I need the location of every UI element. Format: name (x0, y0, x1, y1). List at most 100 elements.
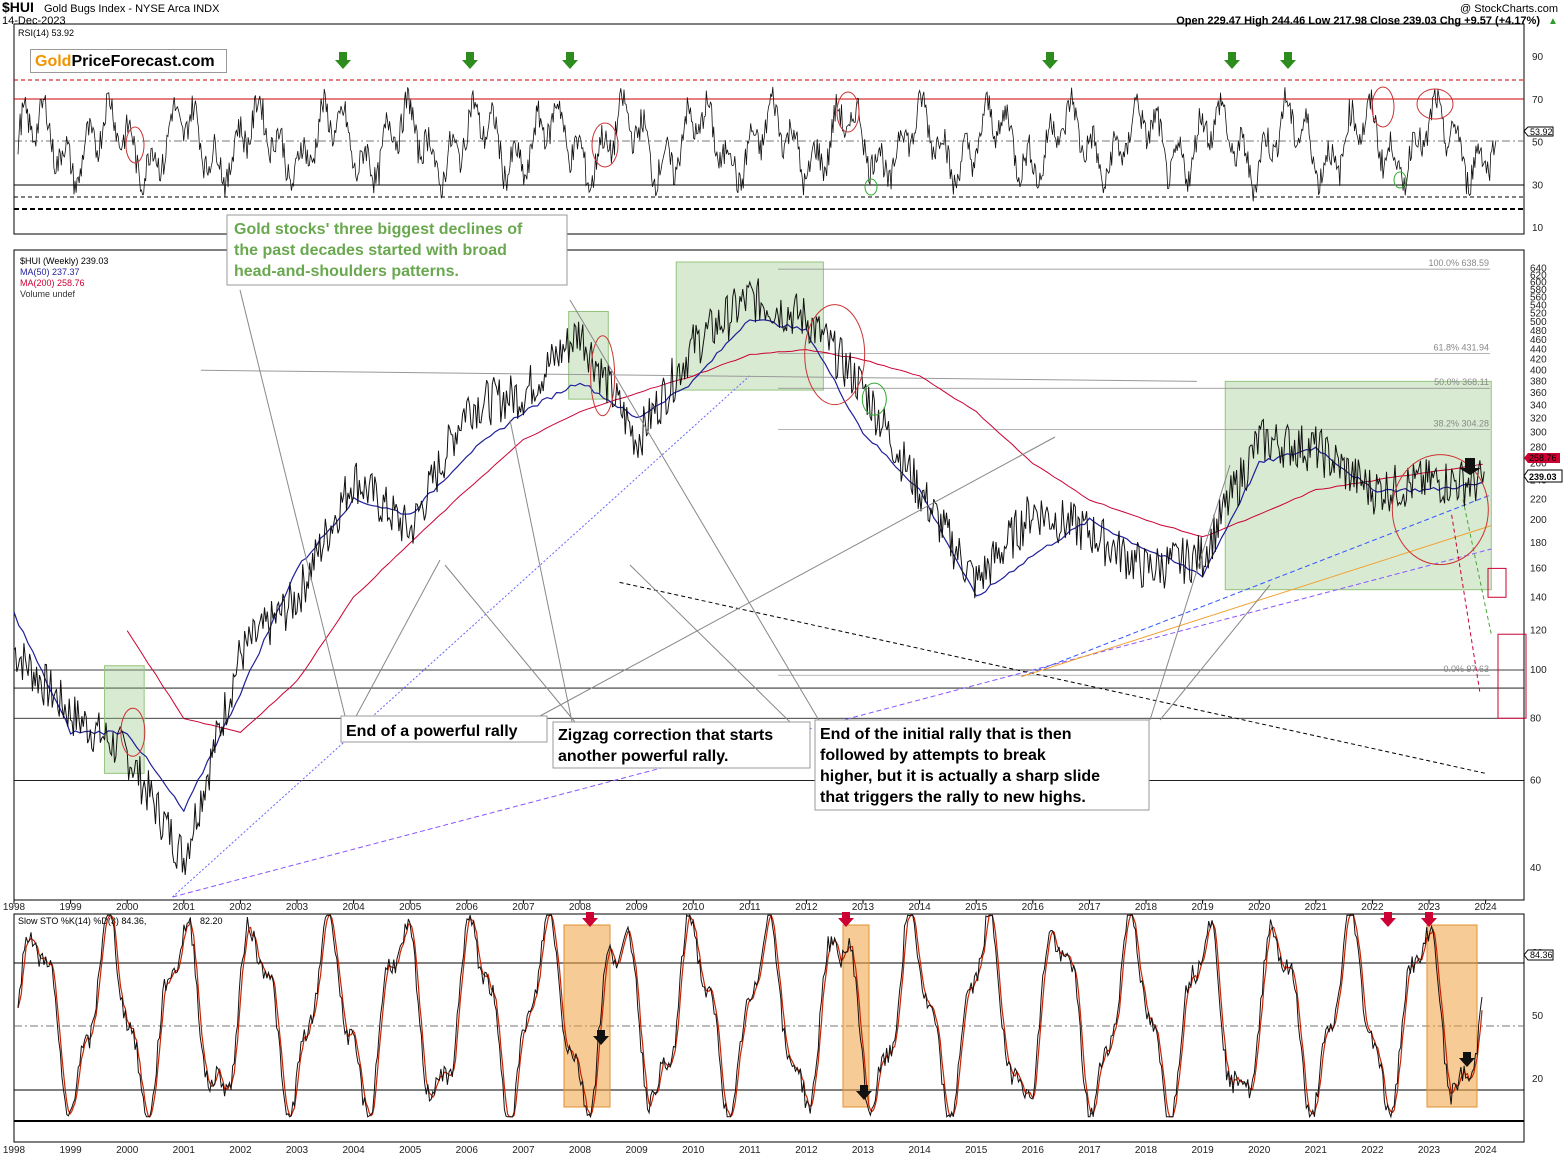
price-tick-460: 460 (1530, 335, 1547, 346)
sto-red-arrow-2 (838, 912, 854, 927)
price-tick-80: 80 (1530, 713, 1542, 724)
year-label-bottom-2016: 2016 (1022, 1145, 1045, 1156)
price-tick-620: 620 (1530, 271, 1547, 282)
svg-text:the past decades started with: the past decades started with broad (234, 242, 507, 259)
ohlc-readout: Open 229.47 High 244.46 Low 217.98 Close… (1176, 15, 1540, 27)
year-label-bottom-2018: 2018 (1135, 1145, 1158, 1156)
svg-text:239.03: 239.03 (1529, 472, 1557, 482)
year-label-2022: 2022 (1361, 902, 1384, 913)
horizontal-support-lines (14, 669, 1524, 781)
year-label-bottom-2004: 2004 (342, 1145, 365, 1156)
year-label-bottom-2015: 2015 (965, 1145, 988, 1156)
rsi-tick-50: 50 (1532, 138, 1544, 149)
trendline-4 (1021, 494, 1492, 678)
legend-ma50: MA(50) 237.37 (20, 267, 80, 277)
svg-text:higher, but it is actually a s: higher, but it is actually a sharp slide (820, 768, 1100, 785)
price-tick-120: 120 (1530, 626, 1547, 637)
price-tick-560: 560 (1530, 293, 1547, 304)
sto-red-arrow-3 (1380, 912, 1396, 927)
year-label-bottom-2010: 2010 (682, 1145, 705, 1156)
year-label-bottom-2006: 2006 (456, 1145, 479, 1156)
year-label-2012: 2012 (795, 902, 818, 913)
trendline-3 (619, 581, 1486, 774)
price-tick-200: 200 (1530, 515, 1547, 526)
year-label-bottom-2023: 2023 (1418, 1145, 1441, 1156)
trendline-7 (1462, 499, 1492, 635)
trendline-6 (1451, 514, 1481, 693)
symbol-title: $HUI (2, 0, 34, 15)
target-box-2 (1497, 633, 1527, 719)
annotation-initial-rally: End of the initial rally that is then fo… (814, 719, 1150, 811)
callout-line-2 (353, 559, 441, 721)
year-label-2014: 2014 (908, 902, 931, 913)
price-tick-380: 380 (1530, 376, 1547, 387)
price-tick-580: 580 (1530, 285, 1547, 296)
fib-label-4: 0.0% 97.63 (1443, 664, 1489, 674)
sto-red-arrow-4 (1421, 912, 1437, 927)
price-line (13, 278, 1485, 875)
ma200-tag: 258.76 (1524, 453, 1560, 463)
rsi-circle-4 (1371, 86, 1395, 128)
year-label-bottom-2019: 2019 (1191, 1145, 1214, 1156)
rsi-last-tag: 53.92 (1523, 126, 1554, 137)
rsi-tick-10: 10 (1532, 223, 1544, 234)
rsi-line (17, 86, 1497, 202)
year-label-2019: 2019 (1191, 902, 1214, 913)
year-label-bottom-1998: 1998 (3, 1145, 26, 1156)
svg-text:Zigzag correction that starts: Zigzag correction that starts (558, 727, 773, 744)
callout-line-3 (539, 436, 1056, 717)
sto-label: Slow STO %K(14) %D(3) 84.36, (18, 916, 146, 926)
year-label-2007: 2007 (512, 902, 535, 913)
rsi-label: RSI(14) 53.92 (18, 28, 74, 38)
year-label-2000: 2000 (116, 902, 139, 913)
year-label-2005: 2005 (399, 902, 422, 913)
callout-line-6 (629, 564, 791, 723)
svg-text:that triggers the rally to new: that triggers the rally to new highs. (820, 789, 1086, 806)
x-axis-years: 1998 1999 2000 2001 2002 2003 2004 2005 2006 2007… (3, 900, 1497, 913)
rsi-green-arrow-4 (1042, 52, 1058, 69)
price-tick-300: 300 (1530, 427, 1547, 438)
price-tick-160: 160 (1530, 563, 1547, 574)
year-label-bottom-2017: 2017 (1078, 1145, 1101, 1156)
rsi-green-arrow-3 (562, 52, 578, 69)
svg-text:End of a powerful rally: End of a powerful rally (346, 723, 518, 740)
price-tick-400: 400 (1530, 365, 1547, 376)
year-label-2002: 2002 (229, 902, 252, 913)
rsi-circle-2 (591, 122, 619, 168)
hs-box-4 (1224, 380, 1492, 591)
sto-last-tag: 84.36 (1523, 949, 1554, 961)
rsi-green-arrow-6 (1280, 52, 1296, 69)
year-label-bottom-2022: 2022 (1361, 1145, 1384, 1156)
chart-date: 14-Dec-2023 (2, 15, 66, 27)
rsi-tick-70: 70 (1532, 95, 1544, 106)
rsi-panel-frame (13, 23, 1525, 235)
year-label-1998: 1998 (3, 902, 26, 913)
svg-text:258.76: 258.76 (1529, 453, 1557, 463)
rsi-circle-5 (1416, 88, 1454, 120)
year-label-2021: 2021 (1305, 902, 1328, 913)
fib-label-0: 100.0% 638.59 (1428, 258, 1489, 268)
year-label-bottom-2005: 2005 (399, 1145, 422, 1156)
sto-red-arrow-1 (582, 912, 598, 927)
stockcharts-credit: @ StockCharts.com (1460, 3, 1558, 15)
annotation-hs-patterns: Gold stocks' three biggest declines of t… (226, 214, 568, 286)
callout-line-4 (509, 419, 573, 723)
rsi-circle-3 (836, 91, 860, 133)
price-tick-640: 640 (1530, 264, 1547, 275)
sto-axis: 805020 (1532, 948, 1544, 1085)
rsi-green-arrow-5 (1224, 52, 1240, 69)
price-tick-320: 320 (1530, 414, 1547, 425)
year-label-bottom-2000: 2000 (116, 1145, 139, 1156)
year-label-2001: 2001 (173, 902, 196, 913)
ohlc-up-arrow: ▲ (1548, 16, 1558, 27)
price-tick-40: 40 (1530, 863, 1542, 874)
sto-arrows (582, 912, 1475, 1100)
year-label-bottom-2009: 2009 (625, 1145, 648, 1156)
fib-label-3: 38.2% 304.28 (1433, 418, 1489, 428)
year-label-1999: 1999 (59, 902, 82, 913)
sto-tick-20: 20 (1532, 1074, 1544, 1085)
sto-box-1 (563, 924, 611, 1108)
year-label-2017: 2017 (1078, 902, 1101, 913)
year-label-2023: 2023 (1418, 902, 1441, 913)
price-tick-600: 600 (1530, 278, 1547, 289)
